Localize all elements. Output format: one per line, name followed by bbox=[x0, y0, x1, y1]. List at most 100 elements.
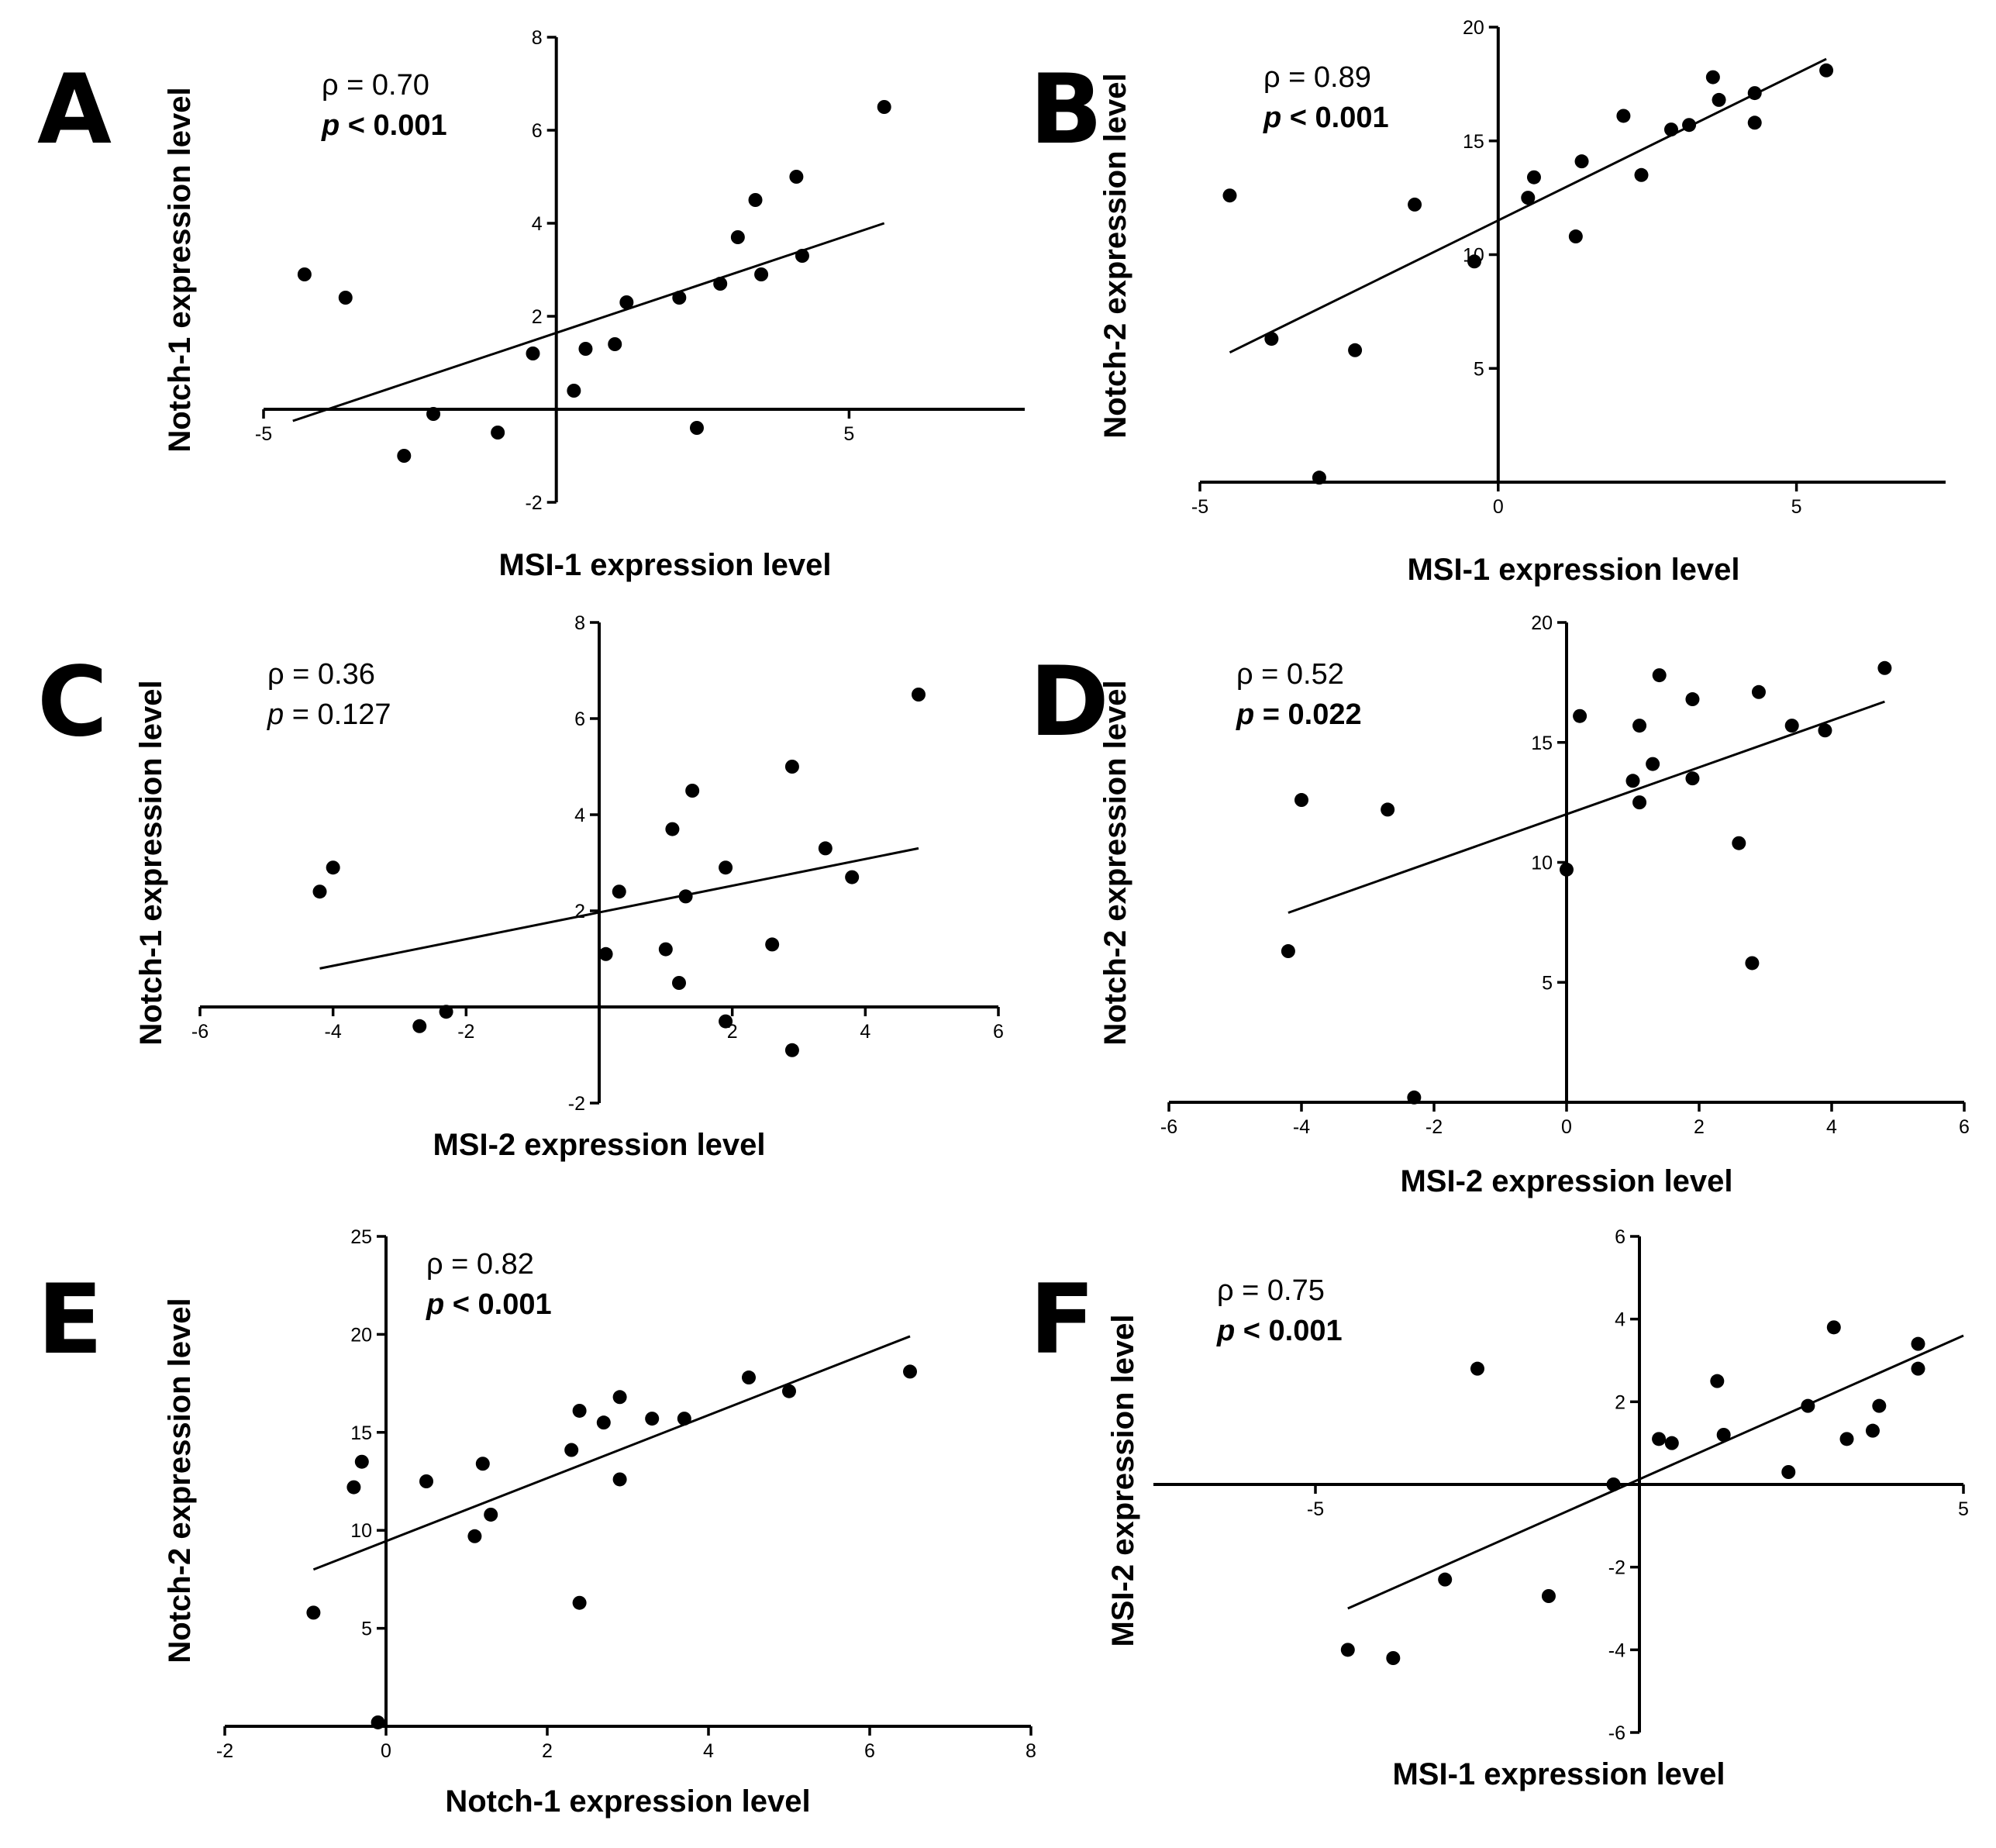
x-tick-label: -5 bbox=[1191, 496, 1208, 518]
y-tick-label: 4 bbox=[574, 805, 585, 826]
p-value-annotation: p < 0.001 bbox=[426, 1288, 552, 1321]
x-tick-label: 5 bbox=[1958, 1498, 1969, 1520]
rho-annotation: ρ = 0.82 bbox=[426, 1248, 534, 1281]
data-point bbox=[491, 426, 505, 440]
data-point bbox=[1541, 1589, 1556, 1603]
y-tick-label: 5 bbox=[1474, 358, 1484, 380]
p-symbol: p bbox=[426, 1288, 444, 1321]
data-point bbox=[1872, 1398, 1887, 1413]
data-point bbox=[526, 346, 540, 360]
x-tick-label: 0 bbox=[1561, 1116, 1572, 1138]
data-point bbox=[1294, 793, 1308, 808]
data-point bbox=[297, 267, 312, 281]
panel-letter: D bbox=[1029, 646, 1109, 758]
data-point bbox=[419, 1474, 433, 1488]
data-point bbox=[1634, 167, 1649, 182]
rho-annotation: ρ = 0.36 bbox=[267, 658, 375, 691]
x-tick-label: -4 bbox=[325, 1021, 342, 1043]
data-point bbox=[1312, 471, 1326, 485]
data-point bbox=[742, 1370, 756, 1385]
x-axis-title: MSI-2 expression level bbox=[433, 1128, 765, 1162]
data-point bbox=[818, 841, 833, 856]
y-tick-label: 10 bbox=[1531, 853, 1553, 874]
y-tick-label: 8 bbox=[574, 612, 585, 634]
x-tick-label: 4 bbox=[703, 1740, 714, 1762]
data-point bbox=[1632, 719, 1647, 733]
x-tick-label: -5 bbox=[1307, 1498, 1324, 1520]
data-point bbox=[1801, 1398, 1815, 1413]
y-tick-label: 5 bbox=[1542, 972, 1553, 994]
y-tick-label: 15 bbox=[350, 1422, 372, 1444]
x-axis-title: Notch-1 expression level bbox=[445, 1784, 810, 1819]
data-point bbox=[1222, 188, 1237, 203]
data-point bbox=[598, 946, 613, 961]
panel-letter: C bbox=[37, 646, 108, 758]
data-point bbox=[754, 267, 769, 281]
panel-b: B-5055101520MSI-1 expression levelNotch-… bbox=[1029, 17, 1946, 587]
data-point bbox=[1632, 795, 1647, 810]
regression-line bbox=[312, 1335, 911, 1571]
y-tick-label: -4 bbox=[1608, 1639, 1625, 1661]
data-point bbox=[1818, 723, 1832, 738]
p-value-annotation: p < 0.001 bbox=[1216, 1315, 1343, 1347]
data-point bbox=[484, 1507, 498, 1522]
x-tick-label: 5 bbox=[1791, 496, 1802, 518]
data-point bbox=[1705, 70, 1720, 84]
data-point bbox=[326, 860, 340, 875]
y-tick-label: 20 bbox=[350, 1324, 372, 1346]
regression-line bbox=[292, 222, 885, 422]
p-value-annotation: p < 0.001 bbox=[1263, 102, 1389, 134]
data-point bbox=[1781, 1465, 1796, 1479]
p-symbol: p bbox=[267, 698, 284, 731]
data-point bbox=[572, 1595, 587, 1610]
y-tick-label: -6 bbox=[1608, 1722, 1625, 1744]
rho-annotation: ρ = 0.52 bbox=[1236, 658, 1344, 691]
y-tick-label: 4 bbox=[532, 213, 543, 235]
data-point bbox=[371, 1715, 385, 1729]
x-tick-label: 8 bbox=[1026, 1740, 1036, 1762]
x-tick-label: 0 bbox=[381, 1740, 391, 1762]
data-point bbox=[1616, 109, 1631, 123]
data-point bbox=[719, 1014, 733, 1029]
x-tick-label: 6 bbox=[1959, 1116, 1970, 1138]
y-axis-title: Notch-2 expression level bbox=[1098, 73, 1132, 438]
data-point bbox=[397, 449, 412, 463]
data-point bbox=[1467, 254, 1482, 269]
regression-line bbox=[319, 846, 919, 970]
p-value: < 0.001 bbox=[1281, 102, 1388, 134]
data-point bbox=[1281, 944, 1295, 959]
data-point bbox=[672, 291, 687, 305]
data-point bbox=[612, 884, 626, 899]
y-axis-title: Notch-2 expression level bbox=[163, 1298, 197, 1663]
data-point bbox=[1745, 956, 1760, 971]
p-value: < 0.001 bbox=[340, 109, 446, 142]
p-symbol: p bbox=[321, 109, 340, 142]
panel-letter: F bbox=[1029, 1264, 1095, 1376]
data-point bbox=[1625, 774, 1640, 788]
data-point bbox=[1652, 1432, 1667, 1446]
x-tick-label: -6 bbox=[1160, 1116, 1177, 1138]
y-tick-label: 25 bbox=[350, 1226, 372, 1248]
x-tick-label: -6 bbox=[191, 1021, 209, 1043]
x-axis-title: MSI-1 expression level bbox=[1407, 553, 1739, 587]
x-axis-title: MSI-1 expression level bbox=[498, 548, 831, 582]
y-tick-label: 15 bbox=[1531, 733, 1553, 754]
data-point bbox=[713, 277, 728, 291]
x-tick-label: -2 bbox=[1425, 1116, 1443, 1138]
data-point bbox=[1710, 1374, 1725, 1388]
data-point bbox=[1732, 836, 1746, 850]
data-point bbox=[1340, 1643, 1355, 1657]
data-point bbox=[719, 860, 733, 875]
y-tick-label: -2 bbox=[1608, 1557, 1625, 1579]
y-tick-label: 2 bbox=[532, 306, 543, 328]
data-point bbox=[612, 1390, 627, 1405]
data-point bbox=[1381, 802, 1395, 817]
data-point bbox=[903, 1364, 917, 1379]
data-point bbox=[1264, 332, 1279, 346]
data-point bbox=[912, 688, 926, 702]
data-point bbox=[612, 1472, 627, 1487]
data-point bbox=[1877, 660, 1892, 675]
p-value-annotation: p < 0.001 bbox=[321, 109, 447, 142]
data-point bbox=[1664, 1436, 1679, 1450]
